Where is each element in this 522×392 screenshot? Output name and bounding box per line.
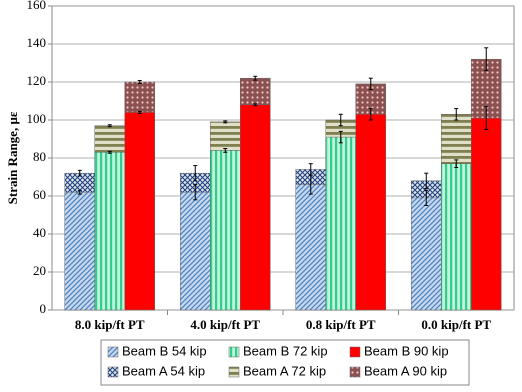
error-bar: [368, 108, 373, 121]
error-bar: [424, 189, 429, 206]
bar: [325, 136, 356, 311]
y-tick-label: 60: [33, 187, 46, 202]
x-tick-label: 0.8 kip/ft PT: [306, 317, 376, 332]
error-bar: [137, 79, 142, 85]
bar: [180, 191, 211, 311]
bar: [94, 152, 125, 311]
y-tick-label: 140: [27, 35, 47, 50]
legend-swatch: [228, 346, 240, 358]
error-bar: [193, 165, 198, 182]
error-bar: [454, 108, 459, 121]
y-tick-label: 160: [27, 0, 47, 12]
y-tick-label: 120: [27, 73, 47, 88]
error-bar: [77, 169, 82, 177]
error-bar: [454, 159, 459, 168]
y-axis-label: Strain Range, με: [5, 111, 20, 204]
error-bar: [223, 120, 228, 124]
x-tick-label: 4.0 kip/ft PT: [190, 317, 260, 332]
y-tick-label: 20: [33, 263, 46, 278]
bar: [64, 191, 95, 311]
bar: [355, 114, 386, 311]
bar: [240, 104, 271, 311]
error-bar: [338, 113, 343, 127]
error-bar: [308, 174, 313, 195]
legend-box: [100, 339, 470, 386]
error-bar: [253, 75, 258, 81]
y-tick-label: 100: [27, 111, 47, 126]
legend-label: Beam B 72 kip: [243, 343, 328, 358]
error-bar: [368, 77, 373, 91]
error-bar: [137, 110, 142, 114]
x-tick-label: 0.0 kip/ft PT: [421, 317, 491, 332]
legend-label: Beam A 54 kip: [122, 363, 205, 378]
error-bar: [223, 148, 228, 153]
error-bar: [253, 103, 258, 107]
error-bar: [107, 124, 112, 128]
legend-label: Beam A 72 kip: [243, 363, 326, 378]
y-tick-label: 80: [33, 149, 46, 164]
x-tick-label: 8.0 kip/ft PT: [75, 317, 145, 332]
legend-swatch: [228, 366, 240, 378]
bar: [441, 163, 472, 311]
bar: [124, 112, 155, 311]
error-bar: [484, 47, 489, 72]
legend-label: Beam B 54 kip: [122, 343, 207, 358]
legend-swatch: [107, 366, 119, 378]
bar: [210, 150, 241, 311]
legend-swatch: [349, 366, 361, 378]
legend-swatch: [107, 346, 119, 358]
error-bar: [77, 189, 82, 195]
bar: [411, 197, 442, 311]
y-tick-label: 0: [40, 301, 47, 316]
bar: [295, 184, 326, 311]
error-bar: [193, 184, 198, 201]
legend-label: Beam B 90 kip: [364, 343, 449, 358]
error-bar: [107, 150, 112, 154]
error-bar: [484, 106, 489, 130]
error-bar: [424, 172, 429, 189]
bar: [471, 117, 502, 311]
error-bar: [338, 130, 343, 144]
y-tick-label: 40: [33, 225, 46, 240]
legend-swatch: [349, 346, 361, 358]
legend-label: Beam A 90 kip: [364, 363, 447, 378]
